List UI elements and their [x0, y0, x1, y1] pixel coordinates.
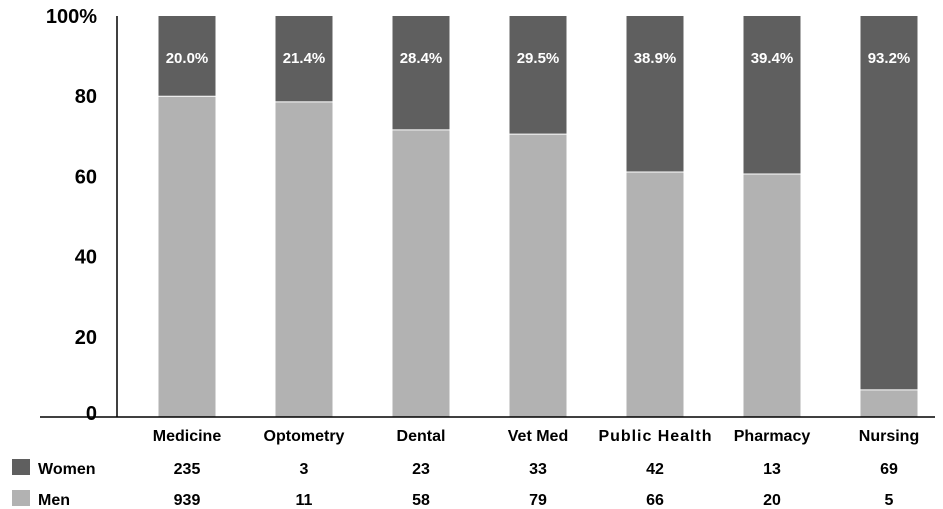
data-label: 39.4%	[751, 50, 794, 67]
bar-segment-women	[509, 16, 567, 135]
bar-segment-women	[626, 16, 684, 172]
data-label: 38.9%	[634, 50, 677, 67]
category-label: Medicine	[153, 428, 222, 445]
legend-label-men: Men	[38, 492, 70, 509]
bar-segment-men	[275, 101, 333, 417]
legend-swatch-men	[12, 490, 30, 506]
bar-segment-women	[392, 16, 450, 130]
bar-segment-women	[860, 16, 918, 390]
category-label: Nursing	[859, 428, 919, 445]
bar-segment-women	[158, 16, 216, 97]
bar-segment-men	[743, 173, 801, 417]
x-axis: Medicine Optometry Dental Vet Med Public Hea…	[40, 416, 935, 445]
table-cell-men: 939	[174, 492, 201, 509]
data-label: 21.4%	[283, 50, 326, 67]
category-label: Public Health	[599, 428, 712, 445]
bar-segment-men	[509, 134, 567, 417]
data-label: 93.2%	[868, 50, 911, 67]
table-cell-women: 69	[880, 461, 898, 478]
data-label: 20.0%	[166, 50, 209, 67]
y-tick-label: 60	[75, 166, 97, 188]
category-label: Pharmacy	[734, 428, 811, 445]
table-cell-men: 58	[412, 492, 430, 509]
bar-segment-men	[158, 96, 216, 417]
table-cell-women: 13	[763, 461, 781, 478]
table-cell-men: 20	[763, 492, 781, 509]
table-cell-women: 33	[529, 461, 547, 478]
bar-segment-women	[275, 16, 333, 102]
table-cell-women: 235	[174, 461, 201, 478]
y-tick-label: 0	[86, 403, 97, 425]
y-tick-label: 100%	[46, 6, 97, 28]
category-label: Vet Med	[508, 428, 568, 445]
table-cell-men: 66	[646, 492, 664, 509]
category-label: Optometry	[264, 428, 345, 445]
data-label: 28.4%	[400, 50, 443, 67]
category-label: Dental	[397, 428, 446, 445]
table-cell-women: 23	[412, 461, 430, 478]
legend-swatch-women	[12, 459, 30, 475]
table-cell-women: 3	[300, 461, 309, 478]
bar-segment-men	[860, 389, 918, 417]
table-cell-men: 5	[885, 492, 894, 509]
bar-segment-women	[743, 16, 801, 174]
bar-segment-men	[626, 171, 684, 417]
data-label: 29.5%	[517, 50, 560, 67]
table-cell-women: 42	[646, 461, 664, 478]
y-axis: 0 20 40 60 80 100%	[46, 6, 118, 425]
y-tick-label: 20	[75, 327, 97, 349]
table-cell-men: 11	[296, 492, 313, 509]
y-tick-label: 80	[75, 86, 97, 108]
y-tick-label: 40	[75, 247, 97, 269]
bars: 20.0% 21.4% 28.4% 29.5% 38.9% 39.4% 93.2%	[158, 16, 918, 417]
bar-segment-men	[392, 129, 450, 417]
legend-label-women: Women	[38, 461, 95, 478]
data-table: 235 939 3 11 23 58 33 79 42 66 13 20 69 5 Women Men	[12, 459, 898, 509]
table-cell-men: 79	[529, 492, 547, 509]
